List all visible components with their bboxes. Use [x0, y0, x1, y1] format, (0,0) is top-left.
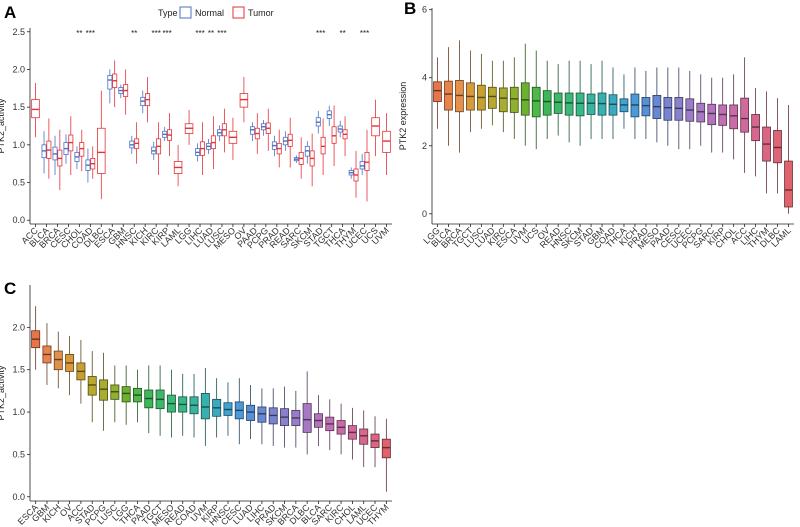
panel-b-y-tick-label: 4 [422, 73, 427, 83]
panel-b-box-box [784, 160, 793, 208]
panel-b-box-box [509, 86, 519, 113]
panel-a-significance-label: ** [131, 29, 137, 38]
panel-b-box-box [498, 87, 508, 113]
panel-a-y-tick-label: 2.5 [12, 27, 25, 37]
panel-a-tumor-box [97, 127, 106, 174]
panel-c-box-box [99, 379, 109, 401]
panel-b-box-box [553, 92, 563, 114]
panel-b-box-box [773, 130, 782, 164]
panel-b-box-box [696, 102, 706, 123]
panel-a-y-axis-title: PTK2_activity [0, 98, 6, 154]
panel-letter-c: C [4, 279, 16, 298]
panel-b-box-box [740, 97, 749, 133]
panel-b-box-box [575, 92, 585, 117]
panel-a-significance-label: *** [151, 29, 160, 38]
panel-a-tumor-box [79, 142, 85, 157]
panel-a-normal-box [359, 161, 365, 170]
legend: Type Normal Tumor [158, 6, 274, 19]
legend-tumor-swatch [232, 6, 245, 19]
panel-a-tumor-box [364, 151, 370, 171]
panel-a-y-tick-label: 1.5 [12, 102, 25, 112]
panel-c-box-box [53, 350, 63, 371]
panel-a-significance-label: ** [208, 29, 214, 38]
panel-b-box-box [641, 97, 651, 117]
panel-c-chart: 0.00.51.01.52.0PTK2_activityESCAGBMKICHO… [0, 285, 392, 527]
panel-a-significance-label: *** [86, 29, 95, 38]
panel-c-y-tick-label: 1.5 [12, 365, 25, 375]
panel-a-tumor-box [320, 136, 326, 155]
panel-a-tumor-box [331, 126, 337, 144]
panel-c-y-axis-title: PTK2_activity [0, 365, 6, 421]
panel-b-box-box [586, 93, 596, 115]
panel-c-box-box [381, 438, 391, 459]
panel-a-chart: 0.00.51.01.52.02.5PTK2_activityACCBLCABR… [0, 27, 392, 251]
legend-tumor-label: Tumor [248, 8, 274, 18]
panel-a-significance-label: ** [76, 29, 82, 38]
legend-normal-swatch [179, 6, 192, 19]
panel-c-box-box [121, 386, 131, 403]
panel-b-box-box [564, 92, 574, 116]
panel-c-y-tick-label: 0.0 [12, 492, 25, 502]
panel-a-significance-label: *** [162, 29, 171, 38]
panel-a-tumor-box [239, 93, 249, 108]
panel-b-y-tick-label: 2 [422, 141, 427, 151]
panel-a-normal-box [249, 126, 255, 135]
panel-b-y-axis-title: PTK2 expression [398, 82, 408, 151]
panel-a-significance-label: *** [316, 29, 325, 38]
panel-c-y-tick-label: 0.5 [12, 449, 25, 459]
panel-b-y-tick-label: 0 [422, 209, 427, 219]
legend-title: Type [158, 8, 178, 18]
panel-b-box-box [531, 86, 541, 118]
panel-b-box-box [444, 80, 453, 111]
panel-b-box-box [433, 81, 442, 102]
legend-normal-label: Normal [195, 8, 224, 18]
panel-a-significance-label: *** [217, 29, 226, 38]
panel-b-box-box [707, 103, 717, 126]
panel-a-y-tick-label: 2.0 [12, 64, 25, 74]
panel-b-box-box [729, 104, 739, 130]
panel-a-significance-label: *** [195, 29, 204, 38]
panel-a-y-tick-label: 0.5 [12, 178, 25, 188]
panel-c-y-tick-label: 1.0 [12, 407, 25, 417]
panel-b-box-box [520, 82, 530, 116]
panel-c-box-box [302, 403, 312, 433]
panel-letter-a: A [4, 3, 16, 22]
panel-c-y-tick-label: 2.0 [12, 322, 25, 332]
panel-c-box-box [87, 376, 97, 396]
panel-a-tumor-box [31, 99, 40, 119]
panel-b-box-box [487, 86, 497, 109]
panel-letter-b: B [404, 0, 416, 18]
panel-c-box-box [257, 406, 267, 423]
panel-c-box-box [359, 428, 369, 445]
panel-b-y-tick-label: 6 [422, 5, 427, 15]
panel-a-tumor-box [382, 130, 391, 153]
panel-a-normal-box [107, 75, 113, 90]
panel-b-box-box [542, 90, 552, 116]
panel-a-y-tick-label: 0.0 [12, 215, 25, 225]
panel-a-significance-label: *** [360, 29, 369, 38]
panel-a-significance-label: ** [340, 29, 346, 38]
panel-c-box-box [200, 393, 210, 420]
panel-a-tumor-box [371, 117, 380, 137]
panel-b-box-box [663, 97, 673, 121]
panel-c-box-box [246, 404, 256, 421]
panel-a-y-tick-label: 1.0 [12, 140, 25, 150]
